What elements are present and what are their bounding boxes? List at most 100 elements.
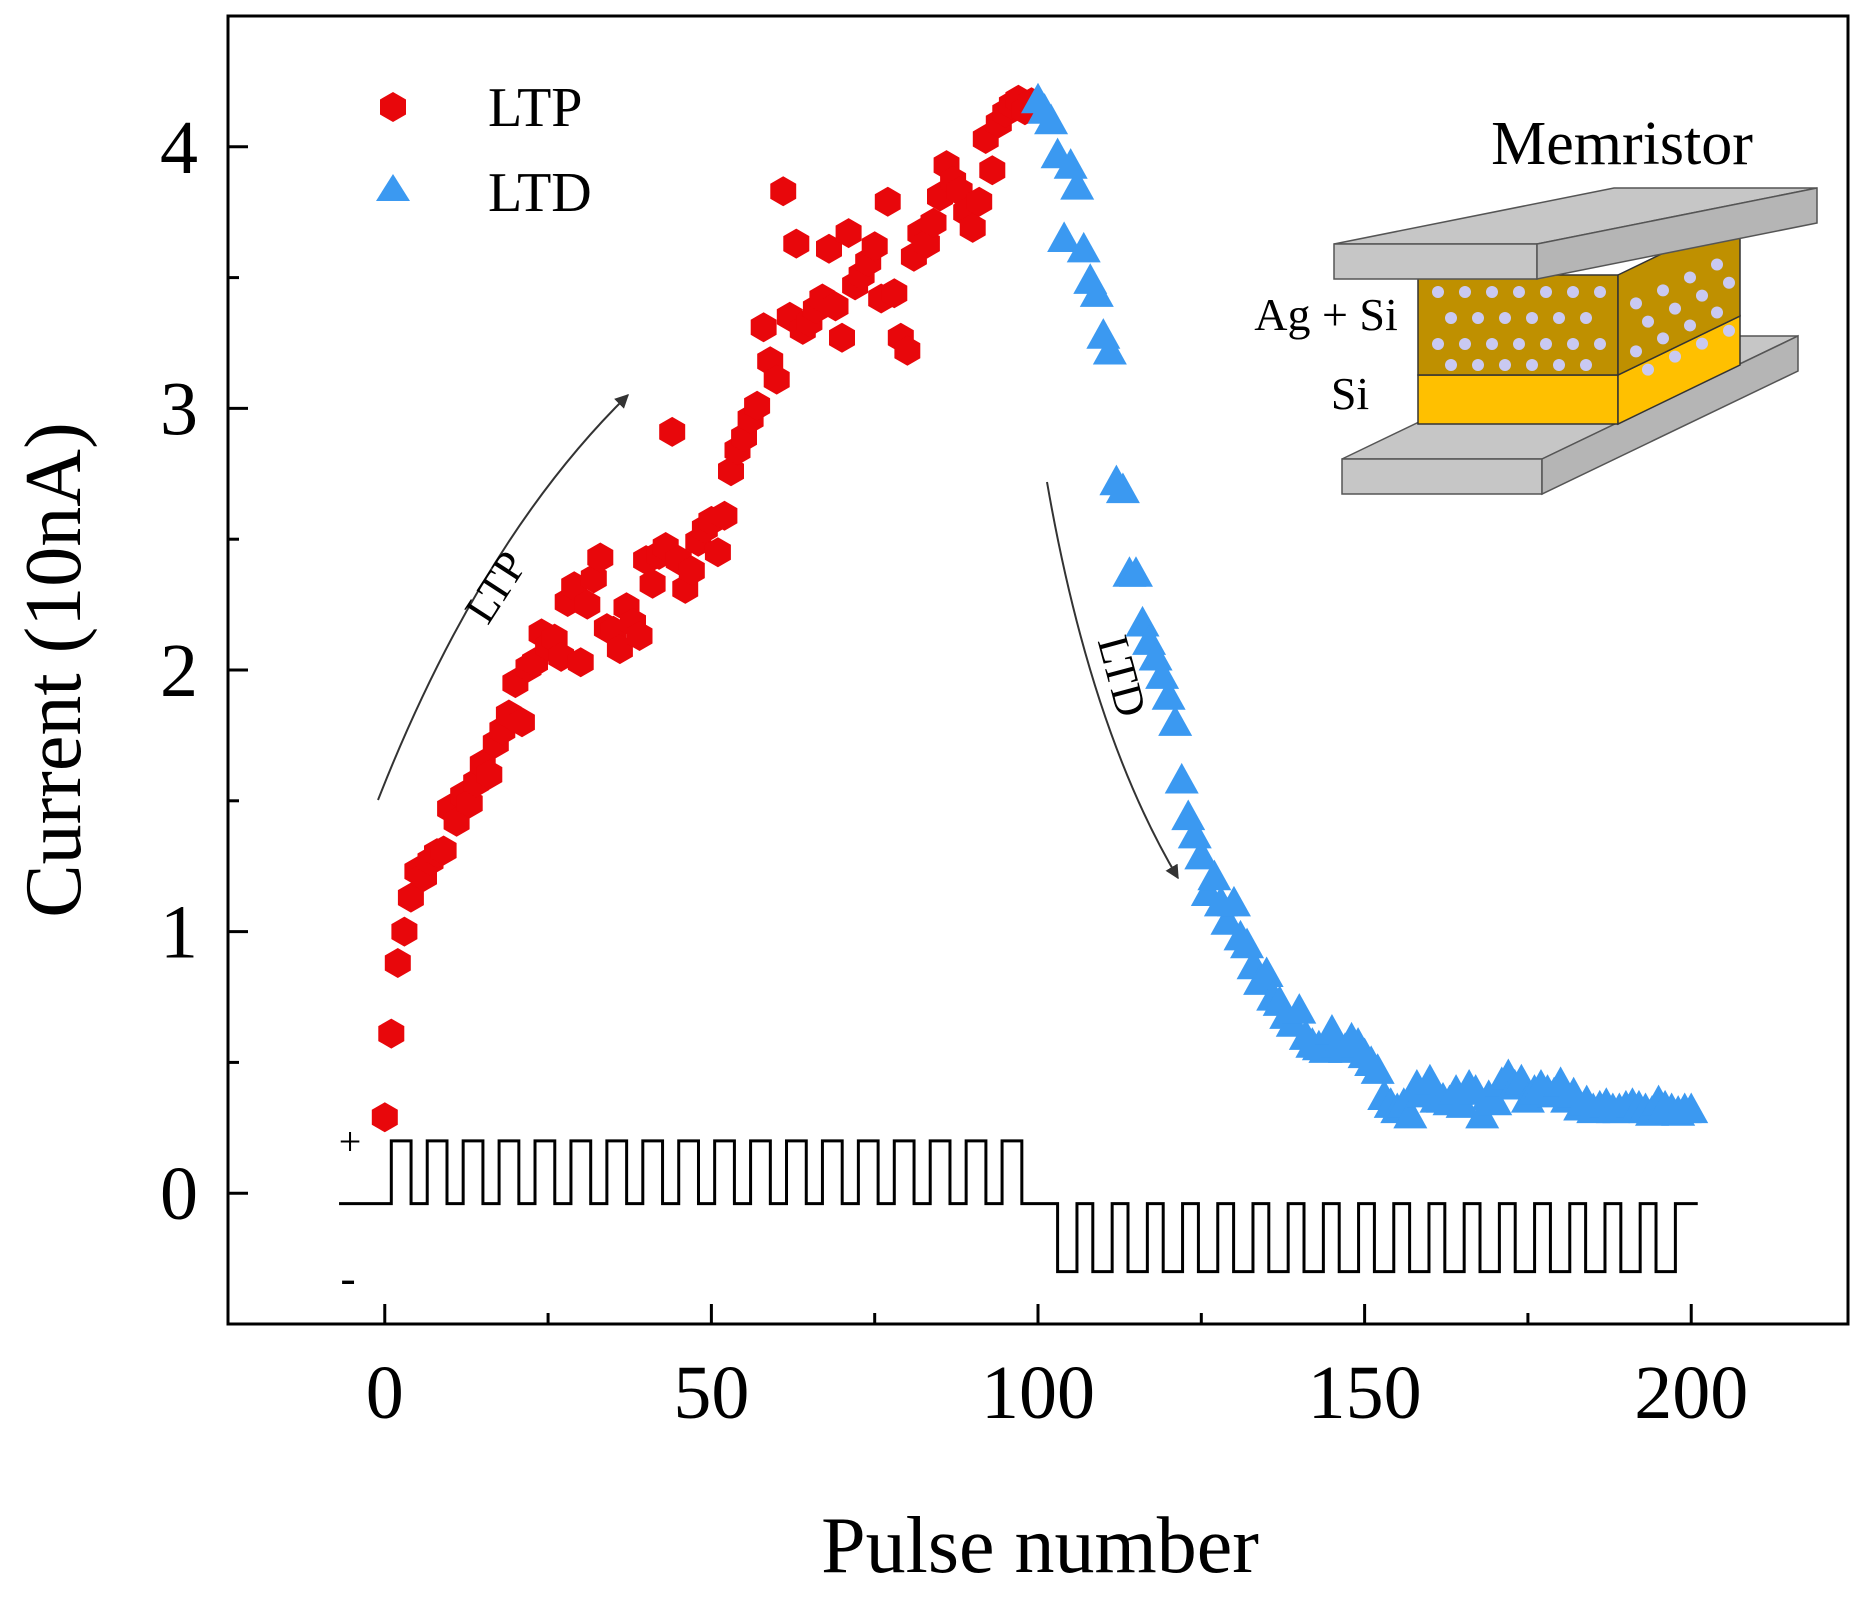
x-tick-label: 0 [366, 1351, 404, 1435]
ltd-series [1021, 82, 1709, 1129]
ltp-point [966, 186, 993, 217]
ltp-point [881, 278, 908, 309]
pulse-positive-symbol: + [339, 1119, 362, 1164]
ltd-point [1060, 169, 1095, 200]
inset-layer-top-label: Ag + Si [1254, 289, 1398, 340]
ltp-point [391, 916, 418, 947]
top-electrode-front-face [1333, 243, 1538, 280]
ltp-point [574, 589, 601, 620]
ag-particle [1711, 258, 1723, 271]
x-tick-label: 50 [673, 1351, 749, 1435]
ltd-point [1210, 904, 1245, 935]
ltp-point [894, 335, 921, 366]
ag-particle [1432, 286, 1444, 298]
ltp-series [371, 84, 1045, 1133]
ltp-point [587, 542, 614, 573]
ltp-point [659, 416, 686, 447]
ag-particle [1553, 359, 1565, 371]
ltp-point [639, 568, 666, 599]
ag-particle [1499, 312, 1511, 324]
bottom-electrode-front-face [1341, 458, 1543, 495]
ag-particle [1472, 359, 1484, 371]
ltp-point [567, 647, 594, 678]
ag-particle [1657, 284, 1669, 297]
si-layer-front [1417, 374, 1619, 425]
ltd-point [1177, 817, 1212, 849]
ltd-point [1125, 605, 1160, 637]
ag-particle [1459, 286, 1471, 298]
ag-particle [1445, 312, 1457, 324]
legend-ltd-label: LTD [488, 162, 592, 224]
ltd-point [1360, 1053, 1395, 1084]
ltd-point [1216, 885, 1251, 917]
ltd-point [1184, 838, 1219, 870]
x-tick-label: 150 [1308, 1351, 1422, 1435]
ltd-point [1158, 705, 1193, 736]
ltd-point [1230, 927, 1265, 959]
ltd-point [1079, 276, 1114, 307]
ag-particle [1553, 312, 1565, 324]
ag-particle [1540, 338, 1552, 350]
ltd-point [1674, 1092, 1709, 1124]
ag-particle [1684, 271, 1696, 284]
y-axis-label: Current (10nA) [10, 422, 98, 917]
ltd-point [1118, 556, 1153, 587]
ltd-point [1047, 221, 1082, 252]
ltp-point [678, 555, 705, 586]
pulse-negative-symbol: - [340, 1252, 355, 1303]
ag-particle [1594, 338, 1606, 350]
ltp-point [711, 500, 738, 531]
ltp-point [829, 322, 855, 353]
ag-particle [1580, 359, 1592, 371]
y-tick-label: 3 [160, 367, 198, 451]
ag-particle [1669, 302, 1681, 315]
ltp-point [606, 634, 633, 665]
ltp-point [763, 364, 790, 395]
ltd-point [1151, 679, 1186, 710]
ag-particle [1711, 306, 1723, 319]
axis-ticks [228, 145, 1693, 1324]
ltp-point [509, 707, 535, 738]
ltp-arrow-label: LTP [455, 543, 537, 632]
ltp-point [378, 1018, 405, 1049]
ltp-point [920, 207, 947, 238]
ltp-point [371, 1102, 398, 1133]
ltp-point [744, 390, 771, 421]
y-tick-label: 4 [160, 106, 198, 190]
ag-particle [1459, 338, 1471, 350]
ltd-point [1034, 103, 1069, 135]
inset-layer-bottom-label: Si [1331, 368, 1369, 419]
ag-particle [1526, 359, 1538, 371]
ag-particle [1580, 312, 1592, 324]
ag-particle [1486, 286, 1498, 298]
ag-particle [1432, 338, 1444, 350]
ltd-point [1171, 799, 1206, 831]
plot-frame [226, 14, 1850, 1326]
ag-particle [1526, 312, 1538, 324]
ltp-point [861, 231, 888, 262]
top-electrode-side-face [1536, 187, 1818, 280]
tick-labels: 0 50 100 150 200 0 1 2 3 4 [160, 106, 1748, 1435]
ltp-point [384, 948, 411, 978]
inset-title: Memristor [1491, 110, 1753, 178]
ltp-point [476, 759, 503, 790]
ltd-point [1478, 1084, 1513, 1116]
ag-particle [1642, 315, 1654, 328]
ltd-trend-arrow [1046, 481, 1179, 880]
ag-particle [1472, 312, 1484, 324]
ag-particle [1684, 319, 1696, 332]
y-tick-label: 2 [160, 629, 198, 713]
ag-particle [1540, 286, 1552, 298]
ag-particle [1696, 289, 1708, 302]
ltd-point [1092, 333, 1127, 365]
ag-particle [1723, 324, 1735, 337]
ltp-point [704, 537, 731, 568]
ltd-point [1053, 148, 1088, 179]
ltp-point [874, 186, 901, 217]
ag-nanoparticles [1432, 258, 1735, 376]
ltp-point [979, 155, 1006, 186]
ltp-point [835, 218, 862, 249]
legend: LTP LTD [376, 77, 592, 224]
ag-particle [1513, 286, 1525, 298]
